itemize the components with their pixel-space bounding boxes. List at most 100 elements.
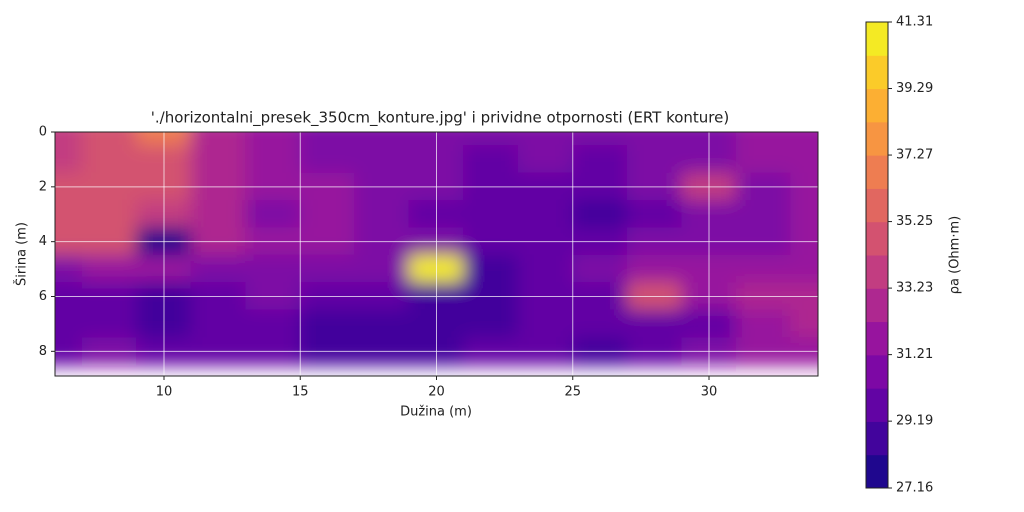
colorbar-band: [866, 22, 888, 56]
field-cell: [190, 254, 247, 284]
x-tick-label: 10: [156, 385, 173, 400]
colorbar-frame: [865, 21, 889, 489]
field-cell: [463, 309, 519, 339]
field-cell: [55, 254, 83, 284]
y-tick-label: 8: [39, 344, 47, 359]
field-cell: [735, 200, 792, 229]
field-cell: [354, 132, 410, 147]
field-cell: [245, 145, 301, 174]
field-cell: [790, 309, 818, 339]
field-cell: [463, 145, 519, 174]
field-cell: [572, 309, 628, 339]
field-cell: [299, 145, 356, 174]
field-cell: [626, 145, 683, 174]
field-cell: [299, 309, 356, 339]
colorbar-band: [866, 421, 888, 456]
colorbar-tick-label: 29.19: [896, 414, 933, 429]
field-cell: [463, 200, 519, 229]
field-cell: [245, 132, 301, 147]
x-tick-label: 20: [428, 385, 445, 400]
field-cell: [55, 309, 83, 339]
field-cell: [190, 145, 247, 174]
field-cell: [81, 200, 138, 229]
field-cell: [354, 309, 410, 339]
field-cell: [517, 254, 574, 284]
field-cell: [354, 200, 410, 229]
field-cell: [55, 132, 83, 147]
chart-title: './horizontalni_presek_350cm_konture.jpg…: [151, 109, 729, 128]
x-axis-label: Dužina (m): [400, 405, 472, 420]
field-cell: [245, 254, 301, 284]
colorbar-band: [866, 155, 888, 189]
y-tick-label: 2: [39, 179, 47, 194]
field-cell: [572, 132, 628, 147]
field-cell: [190, 309, 247, 339]
colorbar-label: ρa (Ohm·m): [948, 216, 963, 294]
field-cell: [735, 309, 792, 339]
colorbar-band: [866, 255, 888, 289]
field-cell: [626, 254, 683, 284]
colorbar-band: [866, 121, 888, 156]
field-cell: [190, 200, 247, 229]
field-cell: [517, 309, 574, 339]
colorbar-tick-label: 35.25: [896, 214, 933, 229]
field-cell: [81, 132, 138, 147]
field-cell: [572, 200, 628, 229]
field-cell: [245, 200, 301, 229]
colorbar-band: [866, 388, 888, 422]
field-cell: [55, 200, 83, 229]
field-cell: [626, 132, 683, 147]
y-tick-label: 6: [39, 289, 47, 304]
colorbar-tick-label: 31.21: [896, 347, 933, 362]
colorbar-band: [866, 354, 888, 389]
colorbar-tick-label: 39.29: [896, 81, 933, 96]
plot-frame: [54, 131, 819, 377]
colorbar-band: [866, 288, 888, 323]
overlay: 10 15 20 25 30 0 2 4 6 8 27.16 29.19 31.21 33.23 35.25…: [39, 15, 934, 496]
x-tick-label: 25: [564, 385, 581, 400]
colorbar-tick-label: 27.16: [896, 481, 933, 496]
colorbar-tick-label: 33.23: [896, 281, 933, 296]
field-cell: [572, 145, 628, 174]
colorbar-tick-label: 41.31: [896, 15, 933, 30]
colorbar-band: [866, 55, 888, 90]
field-cell: [626, 309, 683, 339]
colorbar-band: [866, 321, 888, 356]
colorbar-tick-label: 37.27: [896, 148, 933, 163]
colorbar-band: [866, 88, 888, 123]
field-cell: [245, 309, 301, 339]
field-cell: [626, 200, 683, 229]
y-tick-label: 4: [39, 234, 47, 249]
y-axis-label: Širina (m): [14, 222, 30, 286]
colorbar-band: [866, 221, 888, 256]
colorbar-band: [866, 188, 888, 223]
field-cell: [517, 200, 574, 229]
field-cell: [517, 145, 574, 174]
field-cell: [735, 145, 792, 174]
colorbar-band: [866, 454, 888, 489]
field-cell: [463, 132, 519, 147]
x-tick-label: 15: [292, 385, 309, 400]
field-cell: [190, 132, 247, 147]
field-cell: [299, 254, 356, 284]
field-cell: [81, 309, 138, 339]
field-cell: [81, 145, 138, 174]
field-cell: [735, 132, 792, 147]
field-cell: [572, 254, 628, 284]
field-cell: [299, 200, 356, 229]
y-tick-label: 0: [39, 125, 47, 140]
field-cell: [790, 200, 818, 229]
field-cell: [354, 254, 410, 284]
field-cell: [790, 132, 818, 147]
field-cell: [55, 145, 83, 174]
field-cell: [463, 254, 519, 284]
x-tick-label: 30: [701, 385, 718, 400]
field-cell: [354, 145, 410, 174]
field-cell: [299, 132, 356, 147]
field-cell: [735, 254, 792, 284]
field-cell: [790, 254, 818, 284]
field-cell: [81, 254, 138, 284]
field-cell: [790, 145, 818, 174]
field-cell: [517, 132, 574, 147]
